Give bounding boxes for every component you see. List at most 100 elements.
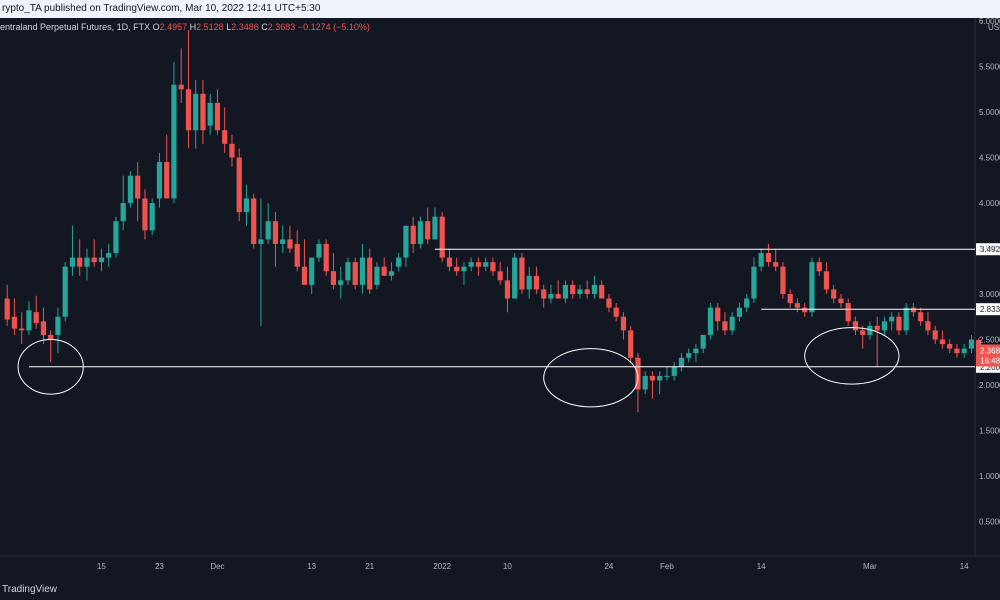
candle-body — [729, 316, 735, 331]
candle-body — [323, 243, 329, 272]
candle-body — [410, 225, 416, 244]
candle-body — [881, 321, 888, 331]
ellipse-left — [17, 339, 84, 395]
candle-body — [454, 266, 460, 272]
candle-body — [816, 262, 822, 272]
candle-body — [889, 316, 895, 322]
candle-body — [613, 307, 619, 317]
candle-body — [178, 84, 184, 90]
candle-body — [98, 257, 105, 263]
candle-body — [40, 321, 47, 335]
x-tick-label: 24 — [604, 562, 613, 571]
candle-body — [4, 298, 10, 320]
candle-body — [294, 243, 300, 267]
candle-body — [664, 375, 670, 377]
candle-body — [874, 325, 880, 331]
candle-body — [272, 221, 279, 244]
open-value: 2.4957 — [159, 22, 188, 32]
candle-body — [432, 216, 438, 240]
candle-body — [751, 266, 757, 299]
x-tick-label: 14 — [960, 562, 969, 571]
candle-body — [164, 162, 170, 199]
current-price-label: 2.368 — [980, 346, 1000, 355]
candle-body — [497, 271, 503, 281]
symbol-legend: entraland Perpetual Futures, 1D, FTX O2.… — [0, 22, 370, 32]
candle-body — [606, 298, 612, 308]
candle-body — [33, 312, 39, 324]
price-tag-label: 3.492 — [980, 245, 1000, 254]
candle-body — [526, 275, 532, 290]
candle-body — [287, 239, 293, 249]
candle-body — [555, 294, 561, 299]
candle-body — [693, 348, 699, 354]
candle-body — [490, 262, 496, 272]
candle-body — [374, 266, 380, 285]
y-tick-label: 0.5000 — [979, 518, 1000, 527]
candle-body — [802, 307, 808, 313]
publish-bar: rypto_TA published on TradingView.com, M… — [0, 0, 1000, 18]
candle-body — [258, 239, 264, 244]
close-value: 2.3683 — [267, 22, 296, 32]
candle-body — [243, 198, 250, 213]
candle-body — [736, 307, 743, 317]
candle-body — [236, 157, 242, 213]
candle-body — [149, 203, 155, 231]
y-tick-label: 5.5000 — [979, 63, 1000, 72]
tradingview-brand: TradingView — [2, 584, 58, 595]
candle-body — [26, 310, 32, 331]
low-label: L — [226, 22, 232, 32]
candle-body — [925, 321, 931, 331]
candle-body — [787, 294, 793, 304]
candle-body — [214, 102, 221, 131]
candle-body — [48, 334, 54, 340]
y-tick-label: 3.5000 — [979, 245, 1000, 254]
candle-body — [845, 303, 851, 322]
candle-body — [657, 375, 663, 381]
candle-body — [910, 307, 917, 313]
candle-body — [548, 294, 554, 299]
x-tick-label: 21 — [365, 562, 374, 571]
candle-body — [483, 262, 489, 267]
candle-body — [316, 243, 322, 258]
candle-body — [265, 221, 271, 240]
x-tick-label: 2022 — [433, 562, 451, 571]
candle-body — [649, 375, 656, 381]
candle-body — [700, 334, 706, 349]
candle-body — [301, 266, 308, 285]
candle-body — [686, 353, 692, 358]
y-tick-label: 2.5000 — [979, 336, 1000, 345]
candle-body — [968, 339, 975, 349]
candle-body — [961, 348, 967, 354]
candle-body — [794, 303, 801, 308]
ellipse-middle — [543, 348, 639, 408]
candle-body — [11, 316, 18, 329]
candle-body — [809, 262, 815, 313]
candle-body — [512, 257, 518, 299]
candle-body — [439, 216, 445, 258]
candle-body — [954, 348, 960, 354]
candle-body — [947, 344, 953, 349]
ellipse-right — [804, 327, 900, 385]
candle-body — [120, 203, 126, 222]
candle-body — [91, 257, 97, 263]
candle-body — [222, 130, 228, 144]
price-tag-label: 2.200 — [980, 363, 1000, 372]
candle-body — [403, 225, 409, 258]
countdown-label: 16:48 — [980, 356, 1000, 365]
candle-body — [185, 89, 192, 131]
current-price-tag — [976, 344, 1000, 367]
candle-body — [838, 298, 844, 304]
open-label: O — [152, 22, 160, 32]
candle-body — [142, 198, 148, 231]
publish-text: rypto_TA published on TradingView.com, M… — [2, 3, 321, 14]
candle-body — [599, 284, 605, 299]
candle-body — [628, 330, 634, 358]
candle-body — [584, 289, 590, 294]
candle-body — [77, 257, 83, 267]
